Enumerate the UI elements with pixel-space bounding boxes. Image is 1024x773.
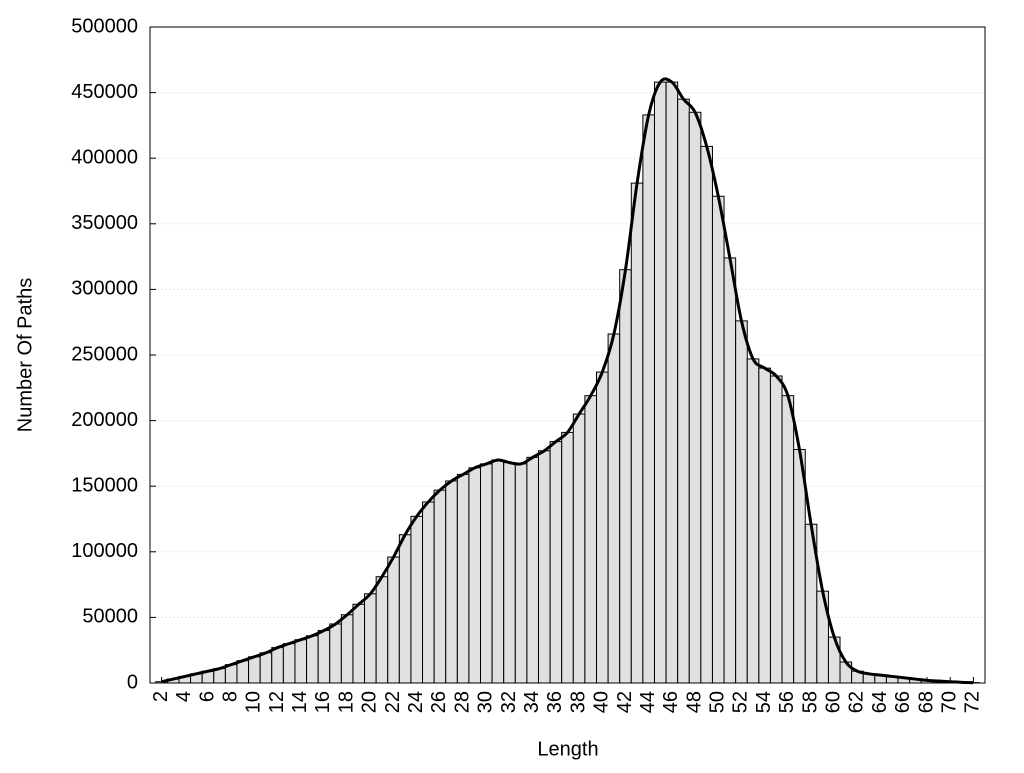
y-axis-label: Number Of Paths — [14, 278, 36, 433]
bar — [654, 82, 666, 683]
bar — [376, 577, 388, 683]
x-tick-label: 58 — [799, 691, 821, 713]
bar — [318, 631, 330, 683]
bar — [689, 112, 701, 683]
x-tick-label: 48 — [683, 691, 705, 713]
x-axis-label: Length — [537, 738, 598, 760]
x-tick-label: 16 — [312, 691, 334, 713]
bar — [782, 396, 794, 683]
x-tick-label: 14 — [289, 691, 311, 713]
x-tick-label: 62 — [846, 691, 868, 713]
bar — [411, 516, 423, 683]
bar — [527, 457, 539, 683]
x-tick-label: 56 — [776, 691, 798, 713]
bar — [307, 636, 319, 683]
y-tick-label: 50000 — [82, 606, 138, 628]
bar — [770, 376, 782, 683]
y-tick-label: 400000 — [71, 146, 138, 168]
bar — [295, 640, 307, 683]
bar — [399, 535, 411, 683]
y-tick-label: 100000 — [71, 540, 138, 562]
x-tick-label: 54 — [753, 691, 775, 713]
bar — [678, 99, 690, 683]
bar — [423, 502, 435, 683]
bar — [388, 557, 400, 683]
x-tick-label: 26 — [428, 691, 450, 713]
bar — [353, 604, 365, 683]
bar — [330, 624, 342, 683]
bar — [562, 432, 574, 683]
x-tick-label: 60 — [823, 691, 845, 713]
x-tick-label: 12 — [266, 691, 288, 713]
x-tick-label: 20 — [359, 691, 381, 713]
y-tick-label: 250000 — [71, 343, 138, 365]
y-tick-label: 450000 — [71, 81, 138, 103]
bar — [341, 615, 353, 683]
bar — [434, 490, 446, 683]
bar — [550, 442, 562, 683]
bar — [272, 648, 284, 683]
bar — [492, 460, 504, 683]
y-tick-label: 300000 — [71, 278, 138, 300]
y-tick-label: 500000 — [71, 15, 138, 37]
bar — [504, 463, 516, 683]
y-tick-label: 150000 — [71, 474, 138, 496]
bar — [457, 474, 469, 683]
x-tick-label: 2 — [150, 691, 172, 702]
bar — [249, 657, 261, 683]
x-tick-label: 72 — [962, 691, 984, 713]
bar — [539, 451, 551, 683]
x-tick-label: 6 — [196, 691, 218, 702]
x-tick-label: 66 — [892, 691, 914, 713]
x-tick-label: 18 — [335, 691, 357, 713]
x-tick-label: 38 — [567, 691, 589, 713]
bar — [515, 464, 527, 683]
bar — [608, 334, 620, 683]
bar — [585, 396, 597, 683]
x-tick-label: 68 — [915, 691, 937, 713]
x-tick-label: 36 — [544, 691, 566, 713]
bar — [828, 637, 840, 683]
bar — [666, 82, 678, 683]
bar — [237, 661, 249, 683]
bar — [643, 115, 655, 683]
x-tick-label: 8 — [219, 691, 241, 702]
x-tick-label: 40 — [591, 691, 613, 713]
bar — [631, 183, 643, 683]
x-tick-label: 44 — [637, 691, 659, 713]
x-tick-label: 4 — [173, 691, 195, 702]
bar — [481, 464, 493, 683]
x-tick-label: 22 — [382, 691, 404, 713]
x-tick-label: 46 — [660, 691, 682, 713]
x-tick-label: 42 — [614, 691, 636, 713]
bar — [573, 414, 585, 683]
bar — [469, 468, 481, 683]
x-tick-label: 10 — [243, 691, 265, 713]
x-tick-label: 52 — [730, 691, 752, 713]
x-tick-label: 64 — [869, 691, 891, 713]
x-tick-label: 30 — [475, 691, 497, 713]
y-tick-label: 350000 — [71, 212, 138, 234]
bar — [759, 368, 771, 683]
x-tick-label: 70 — [938, 691, 960, 713]
x-tick-label: 24 — [405, 691, 427, 713]
bar — [620, 270, 632, 683]
bar — [736, 321, 748, 683]
y-tick-label: 0 — [127, 671, 138, 693]
bar — [596, 372, 608, 683]
x-tick-label: 50 — [707, 691, 729, 713]
bar — [446, 481, 458, 683]
x-tick-label: 28 — [451, 691, 473, 713]
bar — [701, 146, 713, 683]
bar — [365, 594, 377, 683]
y-tick-label: 200000 — [71, 409, 138, 431]
bar — [260, 653, 272, 683]
bar — [283, 644, 295, 683]
bar — [712, 196, 724, 683]
x-tick-label: 32 — [498, 691, 520, 713]
bar — [747, 359, 759, 683]
bar — [724, 258, 736, 683]
x-tick-label: 34 — [521, 691, 543, 713]
